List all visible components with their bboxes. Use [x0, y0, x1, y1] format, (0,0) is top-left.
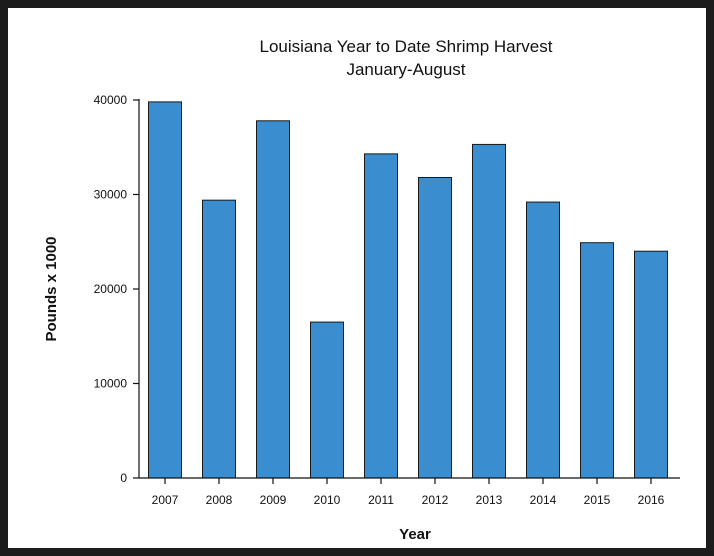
bars-group: [148, 101, 668, 479]
chart-subtitle: January-August: [346, 60, 465, 79]
x-tick-label: 2015: [584, 493, 611, 507]
x-tick-label: 2008: [206, 493, 233, 507]
x-tick-label: 2016: [638, 493, 665, 507]
y-axis-label: Pounds x 1000: [43, 236, 60, 341]
bar-2011: [364, 153, 398, 479]
chart-title: Louisiana Year to Date Shrimp Harvest: [260, 37, 553, 56]
x-tick-label: 2009: [260, 493, 287, 507]
bar-2012: [418, 176, 452, 479]
x-tick-label: 2014: [530, 493, 557, 507]
x-tick-label: 2010: [314, 493, 341, 507]
y-tick-label: 30000: [94, 188, 128, 202]
bar-2015: [580, 242, 614, 479]
x-tick-label: 2013: [476, 493, 503, 507]
bar-2016: [634, 250, 668, 479]
y-tick-label: 20000: [94, 282, 128, 296]
x-axis-label: Year: [399, 526, 431, 543]
y-tick-label: 10000: [94, 377, 128, 391]
bar-2013: [472, 143, 506, 479]
bar-2007: [148, 101, 182, 479]
x-axis: 2007 2008 2009 2010 2011 2012 2013 2014 2015 2016: [139, 477, 680, 507]
y-tick-label: 40000: [94, 93, 128, 107]
bar-2009: [256, 120, 290, 479]
y-tick-label: 0: [120, 471, 127, 485]
bar-2014: [526, 201, 560, 479]
x-tick-label: 2012: [422, 493, 449, 507]
bar-2008: [202, 199, 236, 479]
x-tick-label: 2011: [368, 493, 394, 507]
y-axis: 0 10000 20000 30000 40000: [94, 93, 140, 485]
x-tick-label: 2007: [152, 493, 179, 507]
bar-2010: [310, 321, 344, 479]
